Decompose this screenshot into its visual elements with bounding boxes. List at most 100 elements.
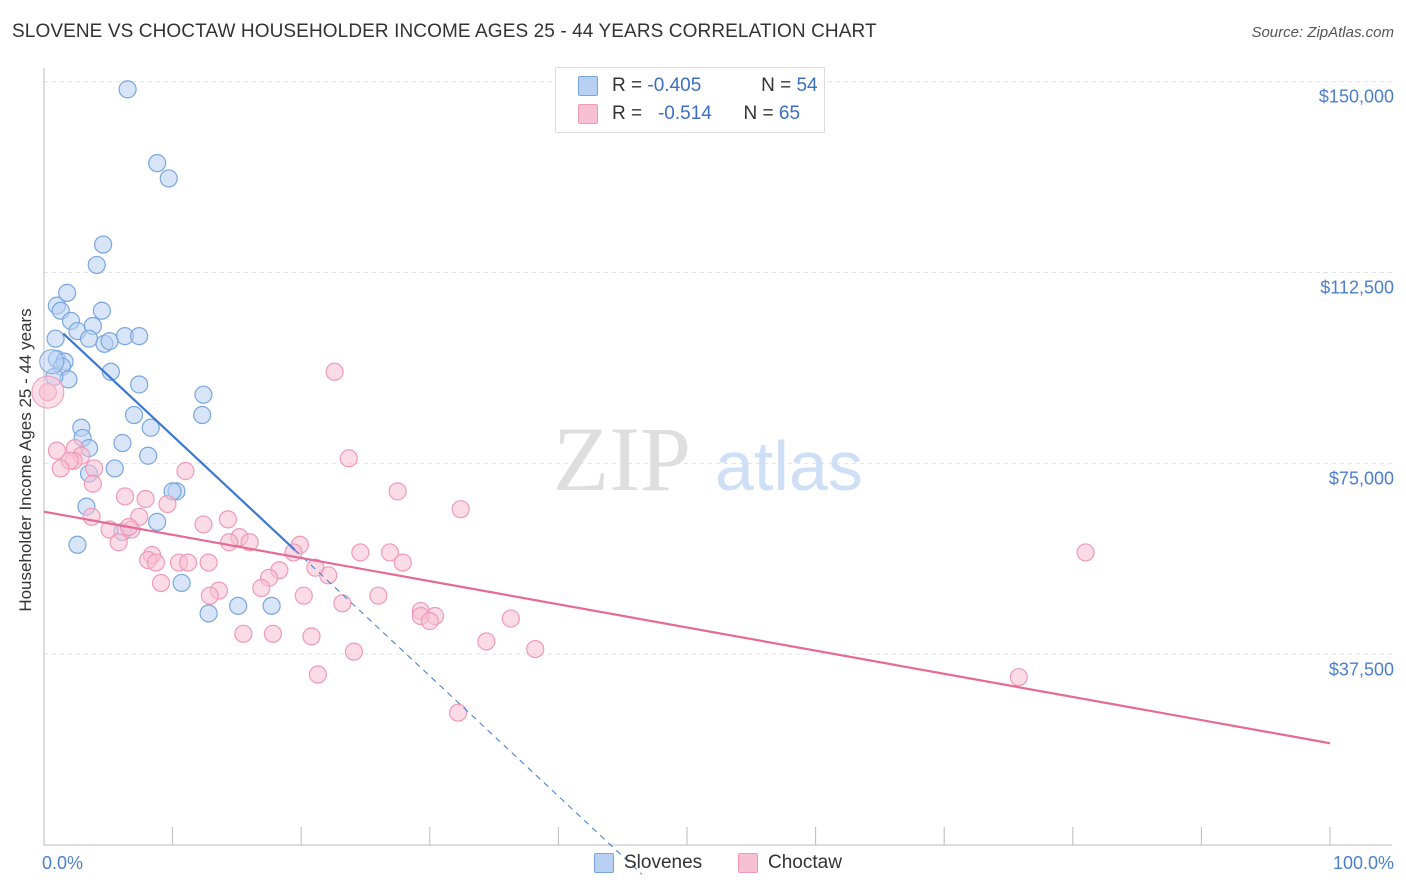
slovenes-point	[79, 329, 99, 348]
choctaw-point	[263, 624, 283, 643]
slovenes-point	[139, 446, 158, 465]
r-label: R =	[612, 103, 643, 124]
y-tick-label: $37,500	[1328, 659, 1394, 680]
choctaw-point	[344, 642, 364, 661]
slovenes-point	[100, 332, 119, 351]
bottom-legend-swatch-slovenes	[594, 853, 614, 873]
slovenes-point	[159, 169, 178, 188]
choctaw-point	[339, 449, 358, 468]
choctaw-point	[302, 627, 321, 646]
legend-swatch-slovenes	[578, 76, 598, 96]
choctaw-point	[109, 533, 128, 552]
x-tick-label-min: 0.0%	[42, 853, 84, 873]
choctaw-point	[1009, 667, 1028, 687]
slovenes-point	[194, 385, 213, 404]
choctaw-point	[240, 533, 259, 552]
choctaw-point	[85, 459, 104, 478]
slovenes-point	[105, 459, 124, 478]
choctaw-point	[146, 553, 165, 572]
slovenes-point	[130, 375, 149, 394]
x-tick-label-max: 100.0%	[1332, 853, 1394, 873]
legend-swatch-choctaw	[578, 104, 598, 124]
watermark-zip: ZIP	[553, 408, 691, 510]
choctaw-point	[199, 553, 218, 572]
choctaw-point	[369, 586, 388, 605]
choctaw-point	[151, 573, 171, 593]
choctaw-point	[252, 578, 271, 598]
y-tick-label: $112,500	[1320, 277, 1394, 298]
choctaw-point	[306, 558, 325, 577]
bottom-legend-choctaw: Choctaw	[738, 852, 842, 874]
choctaw-point	[194, 515, 213, 534]
slovenes-point	[58, 283, 77, 303]
n-label: N =	[743, 103, 774, 124]
slovenes-point	[262, 596, 281, 615]
n-value-choctaw: 65	[778, 103, 801, 124]
choctaw-point	[526, 639, 545, 659]
legend: R = -0.405 N = 54 R = -0.514 N = 65	[555, 67, 825, 133]
choctaw-point	[333, 594, 352, 613]
slovenes-point	[113, 433, 132, 453]
choctaw-point	[47, 441, 66, 460]
choctaw-point	[477, 632, 496, 651]
slovenes-point	[199, 604, 218, 623]
choctaw-point	[200, 586, 219, 605]
choctaw-point	[220, 533, 239, 552]
slovenes-point	[148, 154, 167, 173]
slovenes-point	[141, 418, 160, 437]
bottom-legend-slovenes: Slovenes	[594, 852, 702, 874]
slovenes-point	[68, 535, 87, 554]
slovenes-trendline-extension	[294, 549, 643, 875]
legend-row-slovenes: R = -0.405 N = 54	[578, 74, 818, 98]
choctaw-point	[294, 586, 313, 605]
choctaw-point	[388, 482, 407, 501]
slovenes-point	[101, 362, 120, 381]
n-label: N =	[761, 75, 792, 96]
y-tick-label: $75,000	[1328, 468, 1394, 489]
slovenes-point	[148, 512, 167, 531]
choctaw-point	[158, 494, 177, 514]
choctaw-point	[380, 543, 400, 562]
choctaw-point	[82, 507, 101, 526]
r-label: R =	[612, 75, 643, 96]
slovenes-point	[193, 405, 212, 425]
slovenes-point	[92, 301, 111, 320]
slovenes-point	[94, 235, 113, 254]
choctaw-point	[51, 459, 70, 478]
r-value-slovenes: -0.405	[647, 75, 702, 96]
choctaw-point	[1076, 543, 1095, 562]
source-label: Source: ZipAtlas.com	[1251, 24, 1394, 41]
choctaw-point	[448, 703, 468, 722]
choctaw-point	[218, 510, 237, 529]
choctaw-point	[136, 489, 155, 509]
chart-title: SLOVENE VS CHOCTAW HOUSEHOLDER INCOME AG…	[12, 21, 877, 42]
choctaw-point	[178, 553, 198, 572]
slovenes-point	[229, 596, 248, 615]
slovenes-point	[172, 573, 191, 593]
choctaw-point	[176, 461, 195, 481]
choctaw-point	[393, 553, 412, 572]
slovenes-point	[118, 80, 137, 99]
r-value-choctaw: -0.514	[657, 103, 712, 124]
bottom-legend-label-slovenes: Slovenes	[624, 852, 703, 873]
choctaw-point	[501, 609, 520, 628]
slovenes-point	[87, 255, 106, 275]
slovenes-trendline	[62, 332, 296, 551]
choctaw-trendline	[43, 510, 1331, 745]
choctaw-point	[420, 612, 439, 631]
watermark-atlas: atlas	[715, 427, 863, 505]
choctaw-point	[115, 487, 135, 506]
n-value-slovenes: 54	[796, 75, 818, 96]
legend-row-choctaw: R = -0.514 N = 65	[578, 102, 800, 126]
slovenes-point-large	[39, 349, 65, 375]
choctaw-point	[83, 474, 102, 493]
y-tick-label: $150,000	[1318, 86, 1394, 107]
slovenes-point	[46, 329, 65, 348]
choctaw-point	[234, 624, 253, 643]
choctaw-point-large	[31, 375, 65, 409]
choctaw-point	[451, 500, 470, 519]
bottom-legend-label-choctaw: Choctaw	[768, 852, 842, 873]
slovenes-point	[130, 327, 149, 346]
slovenes-point	[124, 405, 144, 425]
